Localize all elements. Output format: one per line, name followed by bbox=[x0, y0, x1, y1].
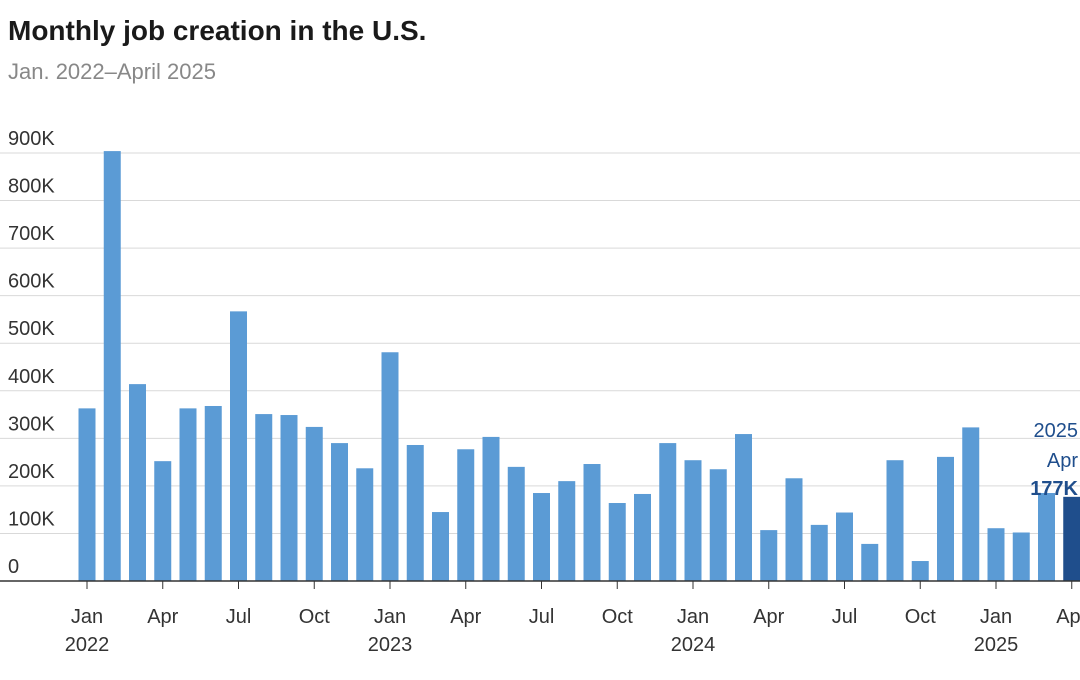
bar bbox=[709, 469, 727, 581]
bar bbox=[861, 543, 879, 581]
x-tick-label: Apr bbox=[450, 606, 481, 628]
bar bbox=[154, 461, 172, 581]
bar bbox=[432, 512, 449, 581]
bar bbox=[204, 405, 222, 581]
bar bbox=[608, 503, 626, 581]
bar bbox=[507, 466, 525, 581]
bar bbox=[911, 561, 929, 581]
bar bbox=[280, 415, 298, 581]
x-tick-label: Jan bbox=[980, 606, 1012, 628]
bar bbox=[760, 530, 778, 581]
bar bbox=[356, 468, 374, 581]
x-year-label: 2025 bbox=[974, 634, 1019, 656]
x-tick-label: Jan bbox=[677, 606, 709, 628]
x-tick-label: Jul bbox=[529, 606, 555, 628]
chart-subtitle: Jan. 2022–April 2025 bbox=[8, 59, 216, 84]
x-tick-label: Oct bbox=[905, 606, 937, 628]
y-tick-label: 400K bbox=[8, 366, 55, 388]
annotation: Apr bbox=[1047, 450, 1078, 472]
bar bbox=[457, 449, 475, 581]
bar bbox=[558, 481, 576, 581]
bar bbox=[962, 427, 980, 581]
x-tick-label: Oct bbox=[602, 606, 634, 628]
bar bbox=[305, 426, 323, 581]
bar bbox=[583, 464, 601, 581]
bar bbox=[482, 436, 500, 581]
bar bbox=[634, 493, 651, 581]
y-tick-label: 700K bbox=[8, 223, 55, 245]
bar bbox=[406, 444, 424, 581]
y-tick-label: 800K bbox=[8, 176, 55, 198]
bar bbox=[331, 443, 348, 581]
annotation: 2025 bbox=[1034, 420, 1079, 442]
bar bbox=[1012, 532, 1030, 581]
chart-title: Monthly job creation in the U.S. bbox=[8, 15, 426, 46]
bar bbox=[78, 408, 96, 581]
bar bbox=[129, 384, 146, 581]
x-tick-label: Apr bbox=[1056, 606, 1080, 628]
bar bbox=[735, 434, 752, 581]
bar bbox=[886, 460, 904, 581]
x-tick-label: Oct bbox=[299, 606, 331, 628]
x-tick-label: Jul bbox=[832, 606, 858, 628]
bar bbox=[684, 460, 702, 581]
x-year-label: 2024 bbox=[671, 634, 716, 656]
bar bbox=[987, 528, 1005, 581]
x-year-label: 2023 bbox=[368, 634, 413, 656]
bar bbox=[103, 151, 121, 581]
bar bbox=[255, 414, 273, 581]
bar bbox=[1038, 493, 1055, 581]
x-tick-label: Apr bbox=[147, 606, 178, 628]
x-tick-label: Apr bbox=[753, 606, 784, 628]
bar bbox=[1063, 496, 1080, 581]
y-tick-label: 200K bbox=[8, 461, 55, 483]
bar bbox=[179, 408, 197, 581]
bar bbox=[836, 512, 853, 581]
y-tick-label: 300K bbox=[8, 413, 55, 435]
bar bbox=[810, 524, 828, 581]
bar bbox=[381, 352, 399, 581]
value-label: 177K bbox=[1030, 478, 1078, 500]
bar bbox=[659, 443, 677, 581]
y-tick-label: 900K bbox=[8, 128, 55, 150]
x-year-label: 2022 bbox=[65, 634, 110, 656]
x-tick-label: Jul bbox=[226, 606, 252, 628]
x-tick-label: Jan bbox=[374, 606, 406, 628]
bar bbox=[785, 478, 803, 581]
y-tick-label: 500K bbox=[8, 318, 55, 340]
bar bbox=[937, 456, 954, 581]
bar bbox=[230, 311, 247, 581]
y-tick-label: 600K bbox=[8, 271, 55, 293]
bar bbox=[533, 493, 550, 581]
y-tick-label: 100K bbox=[8, 508, 55, 530]
x-tick-label: Jan bbox=[71, 606, 103, 628]
y-tick-label: 0 bbox=[8, 556, 19, 578]
